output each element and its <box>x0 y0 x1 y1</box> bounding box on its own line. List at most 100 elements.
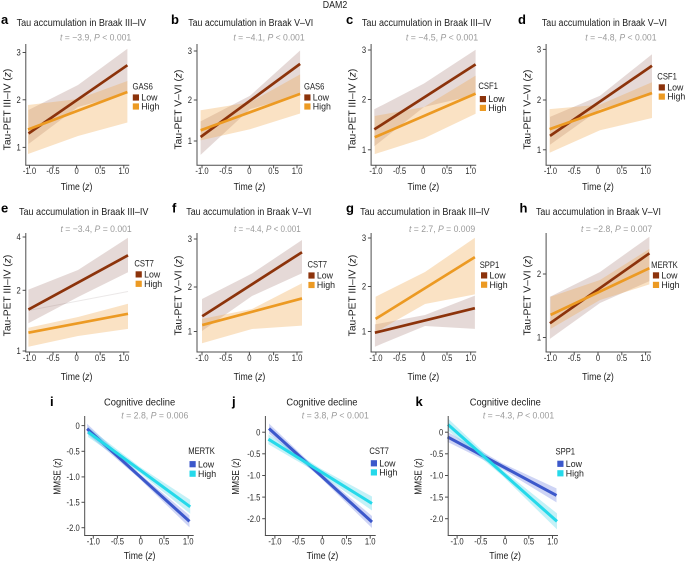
svg-text:High: High <box>490 280 508 290</box>
svg-text:Tau-PET V–VI (z): Tau-PET V–VI (z) <box>174 256 185 336</box>
svg-text:High: High <box>488 103 506 113</box>
svg-text:Time (z): Time (z) <box>582 371 614 382</box>
svg-text:-1.0: -1.0 <box>67 471 80 482</box>
svg-text:b: b <box>171 12 179 27</box>
svg-text:Tau accumulation in Braak III–: Tau accumulation in Braak III–IV <box>362 18 492 28</box>
svg-text:2: 2 <box>17 285 22 296</box>
svg-text:Tau accumulation in Braak V–VI: Tau accumulation in Braak V–VI <box>188 18 313 28</box>
svg-text:Low: Low <box>144 270 161 280</box>
svg-text:High: High <box>661 280 679 290</box>
svg-text:-1.0: -1.0 <box>247 470 260 481</box>
svg-text:1.0: 1.0 <box>118 165 129 176</box>
svg-text:2: 2 <box>362 281 367 292</box>
svg-text:h: h <box>520 201 528 216</box>
svg-text:3: 3 <box>537 44 542 55</box>
svg-text:k: k <box>416 394 424 409</box>
svg-text:-0.5: -0.5 <box>46 165 59 176</box>
svg-text:0: 0 <box>256 427 261 438</box>
svg-text:High: High <box>144 279 162 289</box>
svg-text:Time (z): Time (z) <box>407 182 439 193</box>
svg-text:1.0: 1.0 <box>465 353 476 364</box>
svg-text:High: High <box>667 92 685 102</box>
svg-text:Tau accumulation in Braak III–: Tau accumulation in Braak III–IV <box>17 18 147 28</box>
svg-text:CSF1: CSF1 <box>478 82 498 92</box>
svg-text:MMSE (z): MMSE (z) <box>52 458 63 494</box>
svg-text:t = 3.8, P < 0.001: t = 3.8, P < 0.001 <box>302 410 369 420</box>
svg-text:Tau accumulation in Braak V–VI: Tau accumulation in Braak V–VI <box>542 18 667 28</box>
svg-text:1.0: 1.0 <box>118 353 129 364</box>
svg-text:MMSE (z): MMSE (z) <box>413 458 424 494</box>
svg-text:t = −4.3, P < 0.001: t = −4.3, P < 0.001 <box>483 410 554 420</box>
svg-text:1.0: 1.0 <box>640 165 651 176</box>
svg-text:Cognitive decline: Cognitive decline <box>470 397 541 408</box>
svg-text:c: c <box>346 12 353 27</box>
svg-text:0.5: 0.5 <box>95 165 106 176</box>
svg-text:-0.5: -0.5 <box>247 448 260 459</box>
svg-text:1: 1 <box>537 332 542 343</box>
svg-text:Low: Low <box>488 94 505 104</box>
svg-text:f: f <box>172 201 177 216</box>
svg-text:-0.5: -0.5 <box>393 353 406 364</box>
svg-text:-0.5: -0.5 <box>393 165 406 176</box>
svg-text:High: High <box>141 102 159 112</box>
svg-text:Tau-PET III–IV (z): Tau-PET III–IV (z) <box>2 69 13 151</box>
svg-text:0.5: 0.5 <box>616 353 627 364</box>
svg-text:Time (z): Time (z) <box>61 182 93 193</box>
svg-text:1: 1 <box>17 346 22 357</box>
svg-text:Cognitive decline: Cognitive decline <box>104 397 175 408</box>
svg-text:Time (z): Time (z) <box>234 182 266 193</box>
svg-text:-0.5: -0.5 <box>568 165 581 176</box>
svg-text:0.5: 0.5 <box>523 536 534 547</box>
svg-text:Low: Low <box>490 271 507 281</box>
svg-text:GAS6: GAS6 <box>304 82 325 92</box>
svg-text:0: 0 <box>320 536 325 547</box>
svg-text:-0.5: -0.5 <box>219 353 232 364</box>
svg-text:High: High <box>313 102 331 112</box>
svg-text:-1.0: -1.0 <box>430 470 443 481</box>
svg-text:Time (z): Time (z) <box>124 551 156 562</box>
svg-text:-0.5: -0.5 <box>67 446 80 457</box>
svg-text:-1.0: -1.0 <box>23 165 36 176</box>
svg-text:High: High <box>198 469 216 479</box>
svg-text:0.5: 0.5 <box>341 536 352 547</box>
svg-text:High: High <box>379 468 397 478</box>
svg-text:3: 3 <box>17 47 22 58</box>
svg-text:2: 2 <box>362 94 367 105</box>
svg-text:DAM2: DAM2 <box>323 0 347 11</box>
svg-text:-1.0: -1.0 <box>544 165 557 176</box>
svg-text:Tau accumulation in Braak V–VI: Tau accumulation in Braak V–VI <box>186 206 311 216</box>
svg-text:0: 0 <box>421 353 426 364</box>
svg-text:Tau accumulation in Braak III–: Tau accumulation in Braak III–IV <box>360 207 490 217</box>
svg-text:Tau-PET III–IV (z): Tau-PET III–IV (z) <box>348 69 359 151</box>
svg-text:Low: Low <box>198 459 215 469</box>
svg-text:1: 1 <box>537 144 542 155</box>
svg-text:t = 2.7, P = 0.009: t = 2.7, P = 0.009 <box>409 224 475 234</box>
svg-text:0: 0 <box>139 536 144 547</box>
svg-text:Time (z): Time (z) <box>234 371 266 382</box>
svg-text:2: 2 <box>188 95 193 106</box>
svg-text:t = −4.4, P < 0.001: t = −4.4, P < 0.001 <box>234 224 301 235</box>
svg-text:0: 0 <box>596 353 601 364</box>
svg-text:SPP1: SPP1 <box>480 261 500 271</box>
svg-text:-1.0: -1.0 <box>451 536 464 547</box>
svg-text:e: e <box>1 201 8 216</box>
svg-text:MERTK: MERTK <box>188 447 215 457</box>
svg-text:High: High <box>317 280 335 290</box>
svg-text:Time (z): Time (z) <box>582 182 614 193</box>
svg-text:2: 2 <box>17 94 22 105</box>
svg-text:1: 1 <box>17 142 22 153</box>
svg-text:1: 1 <box>362 326 367 337</box>
svg-text:a: a <box>1 12 9 27</box>
svg-text:-1.0: -1.0 <box>268 536 281 547</box>
svg-text:Low: Low <box>667 83 684 93</box>
svg-text:-1.5: -1.5 <box>430 492 443 503</box>
svg-text:d: d <box>518 12 526 27</box>
svg-text:0: 0 <box>596 165 601 176</box>
svg-text:Low: Low <box>141 93 158 103</box>
svg-text:Tau-PET III–IV (z): Tau-PET III–IV (z) <box>2 255 13 337</box>
svg-text:-0.5: -0.5 <box>219 165 232 176</box>
svg-text:t = −2.8, P = 0.007: t = −2.8, P = 0.007 <box>581 224 652 234</box>
svg-text:-0.5: -0.5 <box>430 448 443 459</box>
svg-text:1.0: 1.0 <box>292 165 303 176</box>
svg-text:1.0: 1.0 <box>365 536 376 547</box>
